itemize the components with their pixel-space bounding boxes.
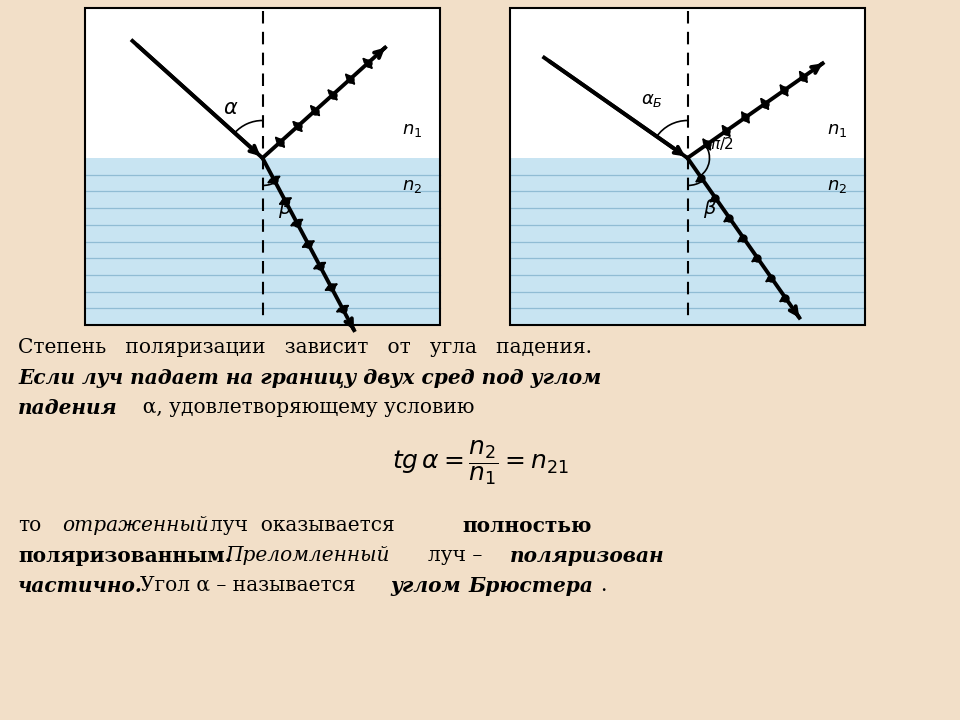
Text: Угол α – называется: Угол α – называется [140,576,355,595]
Text: .: . [600,576,607,595]
Bar [85,8,440,325]
Text: углом: углом [390,576,461,596]
Text: полностью: полностью [462,516,591,536]
Text: $\alpha_Б$: $\alpha_Б$ [640,91,662,109]
Text: $\beta$: $\beta$ [277,197,292,220]
Text: Брюстера: Брюстера [468,576,593,596]
Text: поляризованным.: поляризованным. [18,546,231,566]
Bar [85,8,440,158]
Text: Преломленный: Преломленный [225,546,390,565]
Text: $\pi/2$: $\pi/2$ [709,135,733,153]
Text: луч  оказывается: луч оказывается [210,516,395,535]
Text: поляризован: поляризован [510,546,664,566]
Bar [85,158,440,325]
Text: падения: падения [18,398,118,418]
Bar [510,8,865,158]
Text: $\beta$: $\beta$ [703,197,716,220]
Text: $n_1$: $n_1$ [402,121,422,139]
Text: частично.: частично. [18,576,143,596]
Bar [510,8,865,325]
Text: то: то [18,516,41,535]
Text: $n_2$: $n_2$ [827,177,847,195]
Text: луч –: луч – [428,546,482,565]
Text: отраженный: отраженный [62,516,208,535]
Text: $\mathit{tg}\,\alpha = \dfrac{n_2}{n_1} = n_{21}$: $\mathit{tg}\,\alpha = \dfrac{n_2}{n_1} … [392,439,568,487]
Text: $n_1$: $n_1$ [827,121,847,139]
Text: α, удовлетворяющему условию: α, удовлетворяющему условию [130,398,474,417]
Text: Если луч падает на границу двух сред под углом: Если луч падает на границу двух сред под… [18,368,601,388]
Text: $n_2$: $n_2$ [402,177,422,195]
Text: Степень   поляризации   зависит   от   угла   падения.: Степень поляризации зависит от угла паде… [18,338,592,357]
Text: $\alpha$: $\alpha$ [223,99,238,117]
Bar [510,158,865,325]
